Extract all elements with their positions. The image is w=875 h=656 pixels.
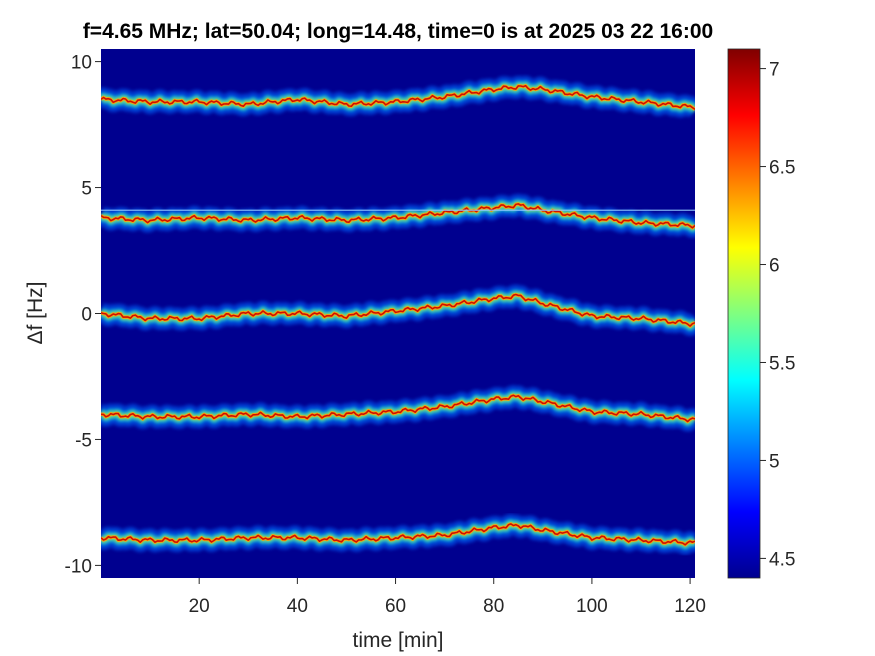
chart-title: f=4.65 MHz; lat=50.04; long=14.48, time=… [83, 20, 713, 43]
colorbar-tick-label: 7 [769, 60, 780, 81]
colorbar-tick-label: 6.5 [769, 158, 795, 179]
colorbar [727, 48, 761, 579]
colorbar-ticks: 4.5 5 5.5 6 6.5 7 [760, 60, 795, 570]
x-tick-label: 60 [385, 596, 406, 617]
trace-series-5 [101, 513, 695, 555]
x-tick-label: 100 [576, 596, 608, 617]
colorbar-tick-label: 5.5 [769, 353, 795, 374]
x-tick-label: 20 [189, 596, 210, 617]
trace-series-2 [101, 193, 695, 238]
trace-series-1 [101, 75, 695, 118]
y-tick-label: -10 [65, 556, 92, 577]
trace-series-4 [101, 385, 695, 432]
trace-layer [101, 75, 695, 555]
y-axis-label: Δf [Hz] [24, 281, 47, 344]
y-axis-ticks: -10 -5 0 5 10 [65, 53, 101, 577]
colorbar-tick-label: 4.5 [769, 549, 795, 570]
x-tick-label: 120 [674, 596, 706, 617]
y-tick-label: 5 [81, 179, 92, 200]
y-tick-label: 0 [81, 305, 92, 326]
y-tick-label: -5 [75, 430, 92, 451]
x-tick-label: 40 [287, 596, 308, 617]
x-tick-label: 80 [483, 596, 504, 617]
colorbar-tick-label: 6 [769, 256, 780, 277]
colorbar-tick-label: 5 [769, 451, 780, 472]
y-tick-label: 10 [71, 53, 92, 74]
trace-series-3 [101, 284, 695, 337]
x-axis-label: time [min] [352, 629, 443, 652]
x-axis-ticks: 20 40 60 80 100 120 [189, 578, 706, 617]
